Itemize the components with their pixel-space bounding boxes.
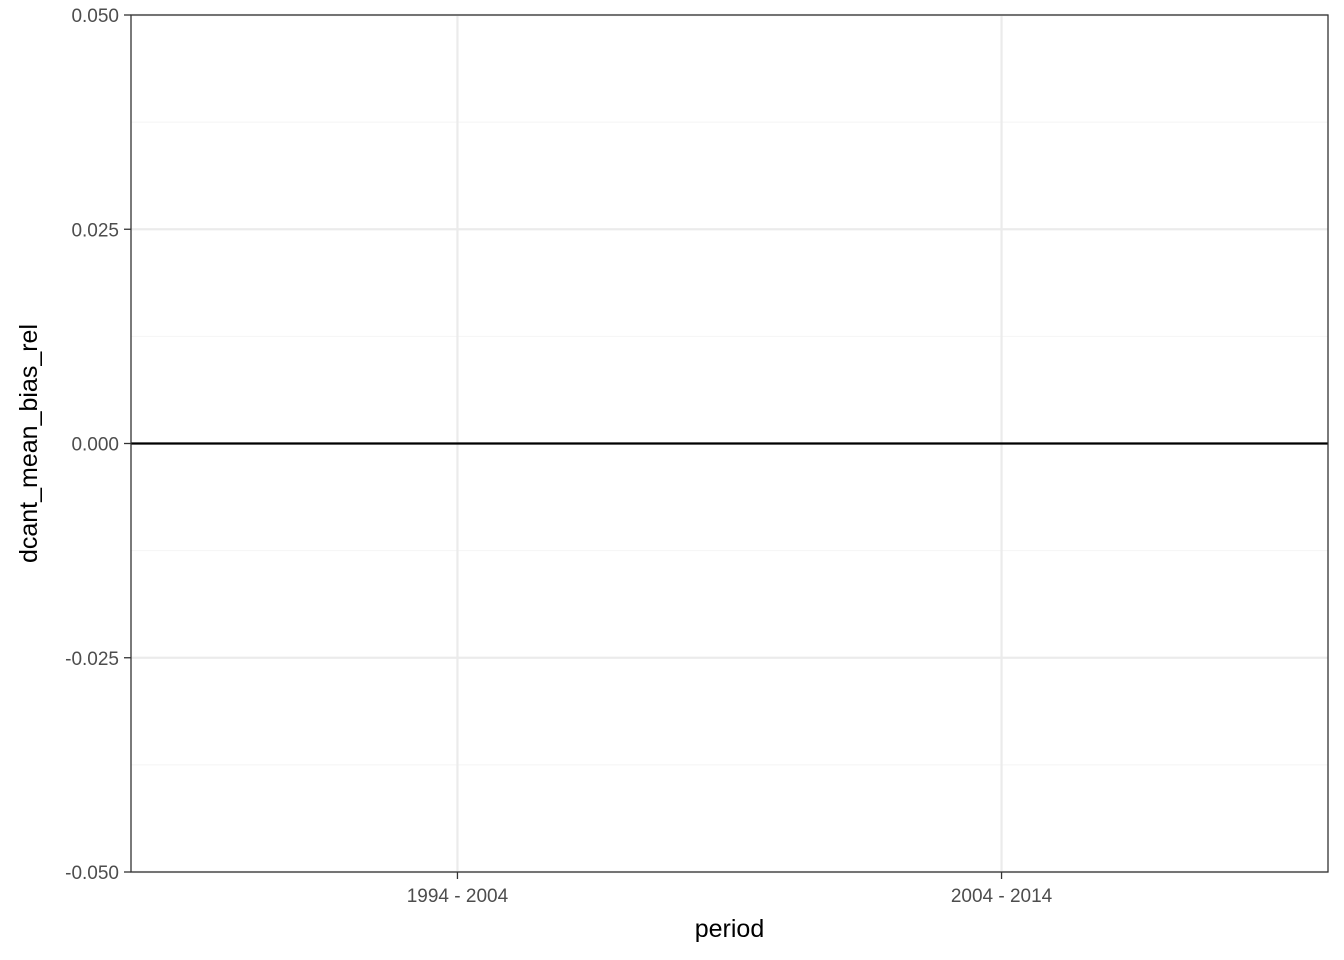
y-tick-label: -0.050	[65, 863, 119, 884]
x-tick-label: 2004 - 2014	[951, 886, 1053, 907]
y-tick-label: -0.025	[65, 649, 119, 670]
x-axis: 1994 - 2004 2004 - 2014	[407, 872, 1053, 907]
y-tick-label: 0.025	[71, 220, 119, 241]
y-tick-label: 0.000	[71, 435, 119, 456]
y-tick-label: 0.050	[71, 6, 119, 27]
x-tick-label: 1994 - 2004	[407, 886, 509, 907]
minor-gridlines	[131, 121, 1328, 766]
y-axis-title: dcant_mean_bias_rel	[15, 324, 43, 563]
y-axis: -0.050 -0.025 0.000 0.025 0.050	[65, 6, 131, 884]
x-axis-title: period	[695, 915, 765, 943]
